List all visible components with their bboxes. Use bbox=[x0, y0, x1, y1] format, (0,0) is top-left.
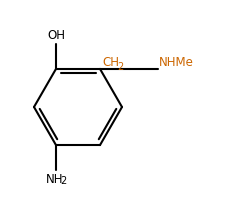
Text: NH: NH bbox=[46, 172, 64, 185]
Text: CH: CH bbox=[102, 56, 119, 68]
Text: 2: 2 bbox=[60, 175, 66, 185]
Text: NHMe: NHMe bbox=[159, 56, 194, 68]
Text: 2: 2 bbox=[117, 62, 123, 72]
Text: OH: OH bbox=[47, 29, 65, 42]
